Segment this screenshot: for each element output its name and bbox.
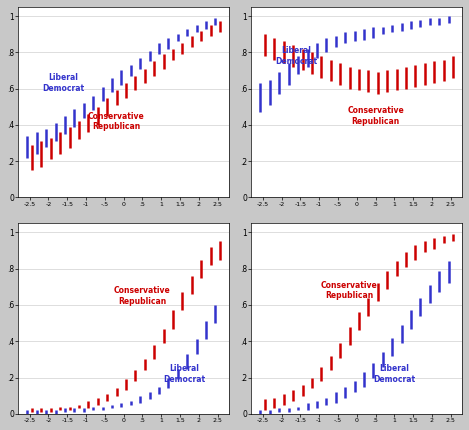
Text: Conservative
Republican: Conservative Republican bbox=[347, 106, 404, 126]
Text: Conservative
Republican: Conservative Republican bbox=[114, 286, 171, 306]
Text: Liberal
Democrat: Liberal Democrat bbox=[275, 46, 318, 66]
Text: Liberal
Democrat: Liberal Democrat bbox=[42, 74, 84, 93]
Text: Conservative
Republican: Conservative Republican bbox=[321, 281, 378, 300]
Text: Conservative
Republican: Conservative Republican bbox=[88, 111, 144, 131]
Text: Liberal
Democrat: Liberal Democrat bbox=[163, 364, 205, 384]
Text: Liberal
Democrat: Liberal Democrat bbox=[373, 364, 416, 384]
